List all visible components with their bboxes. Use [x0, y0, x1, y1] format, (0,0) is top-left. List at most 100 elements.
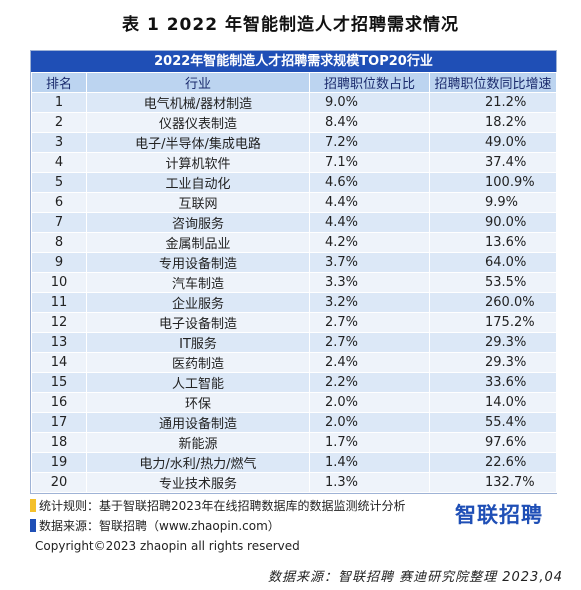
- share-cell: 3.7%: [309, 252, 430, 273]
- table-row: 15 人工智能 2.2% 33.6%: [31, 372, 557, 393]
- share-cell: 4.4%: [309, 212, 430, 233]
- rank-cell: 13: [31, 332, 87, 353]
- table-body: 1 电气机械/器材制造 9.0% 21.2% 2 仪器仪表制造 8.4% 18.2% 3 电子/半…: [31, 92, 557, 493]
- col-header-share: 招聘职位数占比: [309, 72, 430, 93]
- rank-cell: 9: [31, 252, 87, 273]
- rank-cell: 14: [31, 352, 87, 373]
- growth-cell: 175.2%: [429, 312, 557, 333]
- industry-cell: 通用设备制造: [86, 412, 310, 433]
- share-cell: 1.3%: [309, 472, 430, 493]
- rank-cell: 1: [31, 92, 87, 113]
- note-rule: 统计规则：基于智联招聘2023年在线招聘数据库的数据监测统计分析: [30, 495, 555, 515]
- share-cell: 2.0%: [309, 412, 430, 433]
- share-cell: 8.4%: [309, 112, 430, 133]
- rank-cell: 17: [31, 412, 87, 433]
- zhaopin-logo: 智联招聘: [455, 503, 543, 527]
- share-cell: 3.3%: [309, 272, 430, 293]
- industry-cell: 环保: [86, 392, 310, 413]
- table-row: 11 企业服务 3.2% 260.0%: [31, 292, 557, 313]
- table-row: 16 环保 2.0% 14.0%: [31, 392, 557, 413]
- notes-panel: 统计规则：基于智联招聘2023年在线招聘数据库的数据监测统计分析 数据来源：智联…: [30, 495, 555, 539]
- table-row: 6 互联网 4.4% 9.9%: [31, 192, 557, 213]
- table-row: 7 咨询服务 4.4% 90.0%: [31, 212, 557, 233]
- note-source-text: 数据来源：智联招聘（www.zhaopin.com）: [39, 518, 280, 533]
- growth-cell: 97.6%: [429, 432, 557, 453]
- table-row: 5 工业自动化 4.6% 100.9%: [31, 172, 557, 193]
- growth-cell: 22.6%: [429, 452, 557, 473]
- share-cell: 4.6%: [309, 172, 430, 193]
- growth-cell: 64.0%: [429, 252, 557, 273]
- growth-cell: 55.4%: [429, 412, 557, 433]
- table-row: 3 电子/半导体/集成电路 7.2% 49.0%: [31, 132, 557, 153]
- note-source: 数据来源：智联招聘（www.zhaopin.com）: [30, 515, 555, 535]
- industry-cell: 新能源: [86, 432, 310, 453]
- table-row: 1 电气机械/器材制造 9.0% 21.2%: [31, 92, 557, 113]
- rank-cell: 11: [31, 292, 87, 313]
- share-cell: 2.4%: [309, 352, 430, 373]
- industry-cell: 专业技术服务: [86, 472, 310, 493]
- col-header-industry: 行业: [86, 72, 310, 93]
- growth-cell: 37.4%: [429, 152, 557, 173]
- industry-cell: 电子设备制造: [86, 312, 310, 333]
- share-cell: 2.0%: [309, 392, 430, 413]
- growth-cell: 90.0%: [429, 212, 557, 233]
- growth-cell: 9.9%: [429, 192, 557, 213]
- share-cell: 1.4%: [309, 452, 430, 473]
- share-cell: 3.2%: [309, 292, 430, 313]
- table-row: 12 电子设备制造 2.7% 175.2%: [31, 312, 557, 333]
- table-row: 13 IT服务 2.7% 29.3%: [31, 332, 557, 353]
- rank-cell: 10: [31, 272, 87, 293]
- industry-cell: 企业服务: [86, 292, 310, 313]
- industry-cell: 医药制造: [86, 352, 310, 373]
- growth-cell: 100.9%: [429, 172, 557, 193]
- growth-cell: 33.6%: [429, 372, 557, 393]
- growth-cell: 132.7%: [429, 472, 557, 493]
- rank-cell: 15: [31, 372, 87, 393]
- industry-cell: 人工智能: [86, 372, 310, 393]
- note-rule-text: 统计规则：基于智联招聘2023年在线招聘数据库的数据监测统计分析: [39, 498, 406, 513]
- growth-cell: 49.0%: [429, 132, 557, 153]
- growth-cell: 13.6%: [429, 232, 557, 253]
- industry-cell: IT服务: [86, 332, 310, 353]
- industry-cell: 汽车制造: [86, 272, 310, 293]
- ranking-table: 排名 行业 招聘职位数占比 招聘职位数同比增速 1 电气机械/器材制造 9.0% 21…: [31, 72, 557, 493]
- col-header-rank: 排名: [31, 72, 87, 93]
- share-cell: 2.2%: [309, 372, 430, 393]
- ranking-table-panel: 2022年智能制造人才招聘需求规模TOP20行业 排名 行业 招聘职位数占比 招…: [30, 50, 557, 494]
- rank-cell: 3: [31, 132, 87, 153]
- industry-cell: 专用设备制造: [86, 252, 310, 273]
- growth-cell: 260.0%: [429, 292, 557, 313]
- rank-cell: 6: [31, 192, 87, 213]
- rank-cell: 7: [31, 212, 87, 233]
- industry-cell: 电气机械/器材制造: [86, 92, 310, 113]
- footer-source: 数据来源：智联招聘 赛迪研究院整理 2023,04: [267, 570, 563, 585]
- share-cell: 9.0%: [309, 92, 430, 113]
- industry-cell: 互联网: [86, 192, 310, 213]
- growth-cell: 21.2%: [429, 92, 557, 113]
- growth-cell: 53.5%: [429, 272, 557, 293]
- table-row: 4 计算机软件 7.1% 37.4%: [31, 152, 557, 173]
- industry-cell: 金属制品业: [86, 232, 310, 253]
- table-row: 14 医药制造 2.4% 29.3%: [31, 352, 557, 373]
- col-header-growth: 招聘职位数同比增速: [429, 72, 557, 93]
- share-cell: 4.4%: [309, 192, 430, 213]
- rank-cell: 4: [31, 152, 87, 173]
- share-cell: 2.7%: [309, 312, 430, 333]
- yellow-marker-icon: [30, 498, 36, 512]
- industry-cell: 工业自动化: [86, 172, 310, 193]
- table-banner: 2022年智能制造人才招聘需求规模TOP20行业: [31, 51, 556, 72]
- share-cell: 4.2%: [309, 232, 430, 253]
- table-header-row: 排名 行业 招聘职位数占比 招聘职位数同比增速: [31, 72, 557, 93]
- rank-cell: 16: [31, 392, 87, 413]
- rank-cell: 19: [31, 452, 87, 473]
- industry-cell: 电力/水利/热力/燃气: [86, 452, 310, 473]
- share-cell: 7.2%: [309, 132, 430, 153]
- table-row: 10 汽车制造 3.3% 53.5%: [31, 272, 557, 293]
- table-row: 19 电力/水利/热力/燃气 1.4% 22.6%: [31, 452, 557, 473]
- rank-cell: 2: [31, 112, 87, 133]
- industry-cell: 电子/半导体/集成电路: [86, 132, 310, 153]
- table-row: 20 专业技术服务 1.3% 132.7%: [31, 472, 557, 493]
- industry-cell: 计算机软件: [86, 152, 310, 173]
- blue-marker-icon: [30, 518, 36, 532]
- share-cell: 1.7%: [309, 432, 430, 453]
